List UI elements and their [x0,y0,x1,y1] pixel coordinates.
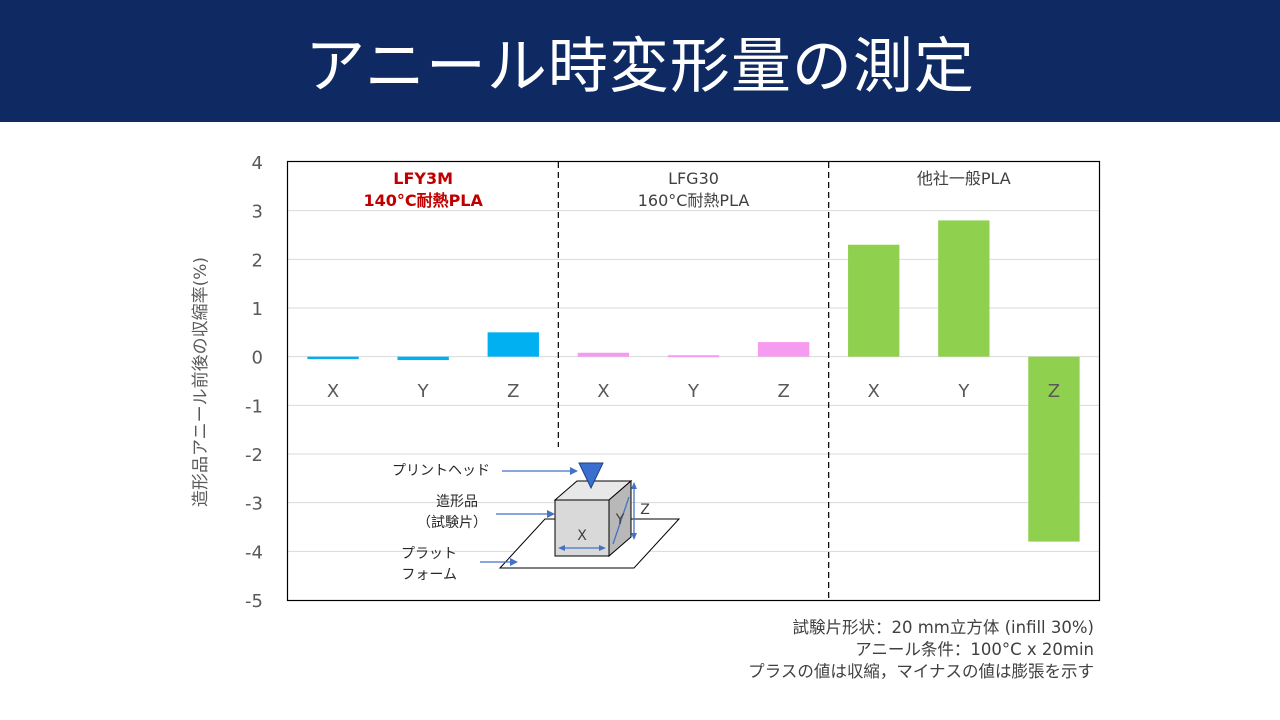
print-head-icon [578,462,604,490]
note-specimen-shape: 試験片形状：20 mm立方体 (infill 30%) [792,618,1094,637]
x-tick-label: Y [687,381,700,402]
bar [757,342,810,357]
arrowhead-icon [547,510,555,518]
plot-frame [286,160,1101,602]
y-tick-label: -4 [245,542,263,563]
diagram-z-label: Z [640,502,650,518]
bar [307,356,359,360]
platform-label-2: フォーム [401,567,457,583]
y-tick-label: -5 [245,591,263,612]
notes-block: 試験片形状：20 mm立方体 (infill 30%) アニール条件：100°C… [748,617,1094,683]
arrowhead-icon [631,533,637,540]
group-label-name: LFG30 [668,169,719,188]
group-label-subtitle: 160°C耐熱PLA [638,191,750,210]
y-axis-ticks: 4 3 2 1 0 -1 -2 -3 -4 -5 [245,153,263,612]
x-tick-label: Y [417,381,430,402]
y-tick-label: 0 [252,348,263,369]
group-labels: LFY3M 140°C耐熱PLA LFG30 160°C耐熱PLA 他社一般PLA [363,169,1010,210]
bar [577,352,630,357]
x-tick-label: X [327,381,339,402]
bar [667,355,720,358]
x-tick-label: Z [507,381,519,402]
bar [487,332,539,357]
arrowhead-icon [570,467,578,475]
arrowhead-icon [510,558,518,566]
y-axis-label: 造形品アニール前後の収縮率(%) [191,257,211,507]
group-label-subtitle: 140°C耐熱PLA [363,191,483,210]
arrowhead-icon [631,482,637,489]
y-tick-label: 4 [252,153,263,174]
x-tick-label: X [868,381,880,402]
diagram-x-label: X [577,528,587,544]
x-tick-label: Z [777,381,789,402]
y-tick-label: 3 [252,202,263,223]
specimen-diagram: X Y Z プリントヘッド 造形品 （試験片） プラット フォーム [392,462,681,583]
platform-label-1: プラット [401,546,457,562]
y-tick-label: -1 [245,396,263,417]
x-tick-label: Z [1048,381,1060,402]
group-separators [557,162,830,600]
bar [397,356,449,361]
bars [307,220,1080,542]
print-head-label: プリントヘッド [392,463,490,479]
group-label-name: LFY3M [393,169,453,188]
arrowhead-icon [558,545,565,551]
title-bar: アニール時変形量の測定 [0,0,1280,122]
note-anneal-condition: アニール条件：100°C x 20min [855,640,1094,659]
x-tick-label: X [597,381,609,402]
page-title: アニール時変形量の測定 [305,31,975,102]
y-tick-label: -2 [245,445,263,466]
bar [848,244,900,357]
specimen-label-2: （試験片） [417,515,487,531]
group-label-name: 他社一般PLA [917,169,1011,188]
bar [938,220,990,357]
diagram-y-label: Y [615,512,625,528]
bar [1028,356,1080,542]
y-tick-label: 2 [252,250,263,271]
specimen-label-1: 造形品 [436,494,478,510]
y-tick-label: 1 [252,299,263,320]
x-tick-label: Y [957,381,970,402]
y-dimension-line [612,496,630,545]
arrowhead-icon [599,545,606,551]
y-tick-label: -3 [245,494,263,515]
note-sign-meaning: プラスの値は収縮，マイナスの値は膨張を示す [748,662,1094,681]
